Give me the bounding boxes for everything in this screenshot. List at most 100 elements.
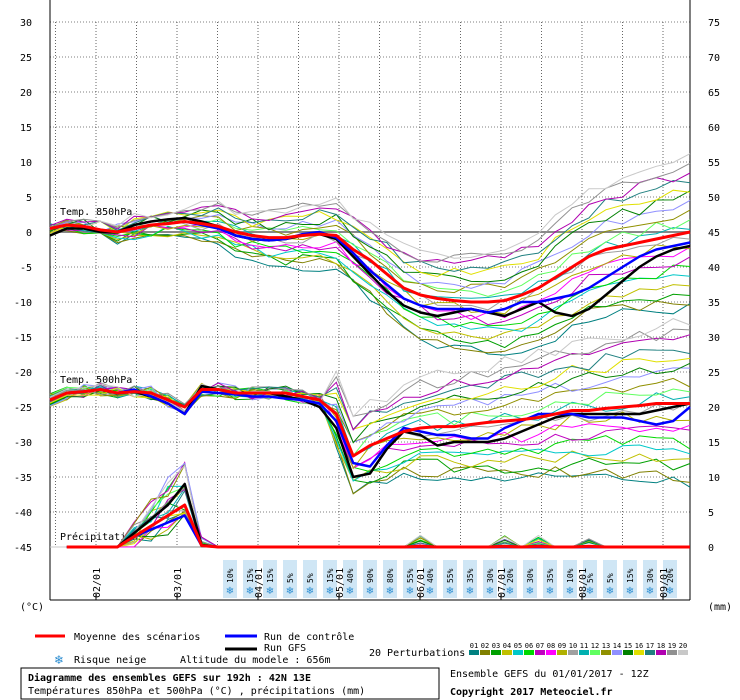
perturbation-13-t500 (49, 377, 691, 443)
perturbation-legend-swatch (645, 650, 655, 655)
snow-risk-value: 55% (446, 568, 455, 583)
perturbation-legend-label: 19 (668, 642, 676, 650)
perturbation-15-t500 (49, 362, 691, 444)
snow-risk-value: 10% (566, 568, 575, 583)
snow-risk-cell (663, 560, 677, 598)
t500-panel-label: Temp. 500hPa (60, 375, 132, 386)
snow-risk-cell (363, 560, 377, 598)
perturbation-legend-swatch (535, 650, 545, 655)
snowflake-icon: ❄ (246, 586, 254, 597)
snow-risk-cell (543, 560, 557, 598)
legend-snow-label: Risque neige (74, 655, 146, 666)
perturbation-legend-label: 04 (503, 642, 511, 650)
perturbation-legend-label: 03 (492, 642, 500, 650)
snowflake-icon: ❄ (306, 586, 314, 597)
t850-gfs-line (49, 216, 691, 318)
perturbation-06-t850 (49, 225, 691, 328)
left-tick-label: -45 (14, 543, 32, 554)
snowflake-icon: ❄ (646, 586, 654, 597)
perturbation-legend-swatch (678, 650, 688, 655)
snow-risk-value: 5% (606, 573, 615, 583)
snow-risk-value: 40% (426, 568, 435, 583)
perturbation-legend-label: 10 (569, 642, 577, 650)
snowflake-icon: ❄ (466, 586, 474, 597)
snow-risk-cell (503, 560, 517, 598)
legend-mean-label: Moyenne des scénarios (74, 631, 200, 643)
perturbation-legend-label: 08 (547, 642, 555, 650)
perturbation-legend-swatch (667, 650, 677, 655)
chart-title: Diagramme des ensembles GEFS sur 192h : … (28, 672, 311, 684)
t500-mean-line (49, 388, 690, 458)
snow-risk-cell (303, 560, 317, 598)
perturbation-legend-swatch (568, 650, 578, 655)
snow-risk-row: 10% ❄ 15% ❄ 15% ❄ 5% ❄ 5% ❄ 15% ❄ 40% ❄ 90% ❄ 80% ❄ 55% ❄ 40… (223, 560, 677, 598)
snow-risk-value: 5% (586, 573, 595, 583)
snowflake-icon: ❄ (546, 586, 554, 597)
perturbation-legend-swatch (590, 650, 600, 655)
snow-risk-cell (463, 560, 477, 598)
perturbation-legend-swatch (656, 650, 666, 655)
perturbation-15-t850 (49, 190, 691, 283)
left-tick-label: -10 (14, 298, 32, 309)
legend-perturbations-label: 20 Perturbations (369, 648, 465, 659)
perturbation-legend-label: 05 (514, 642, 522, 650)
right-tick-label: 0 (708, 543, 714, 554)
snowflake-icon: ❄ (506, 586, 514, 597)
snow-risk-cell (343, 560, 357, 598)
perturbation-legend-label: 09 (558, 642, 566, 650)
snow-risk-cell (563, 560, 577, 598)
x-tick-label: 07/01 (497, 568, 508, 598)
right-tick-label: 65 (708, 88, 720, 99)
perturbation-legend-swatch (634, 650, 644, 655)
snow-risk-cell (223, 560, 237, 598)
x-tick-label: 08/01 (578, 568, 589, 598)
right-tick-label: 60 (708, 123, 720, 134)
t850-panel-label: Temp. 850hPa (60, 207, 132, 218)
x-tick-label: 02/01 (92, 568, 103, 598)
snow-risk-value: 20% (506, 568, 515, 583)
left-tick-label: -35 (14, 473, 32, 484)
perturbation-legend-swatch (480, 650, 490, 655)
snow-risk-cell (443, 560, 457, 598)
perturbation-legend: 01 02 03 04 05 06 07 08 09 10 11 12 13 14 15 16 17 18 19 20 (469, 642, 688, 655)
snowflake-icon: ❄ (386, 586, 394, 597)
x-tick-label: 06/01 (416, 568, 427, 598)
perturbation-legend-swatch (524, 650, 534, 655)
snow-risk-cell (423, 560, 437, 598)
snow-risk-cell (523, 560, 537, 598)
right-tick-label: 10 (708, 473, 720, 484)
snow-risk-value: 80% (386, 568, 395, 583)
right-tick-label: 15 (708, 438, 720, 449)
perturbation-legend-swatch (601, 650, 611, 655)
snow-risk-cell (243, 560, 257, 598)
snow-risk-cell (283, 560, 297, 598)
legend-control-label: Run de contrôle (264, 631, 354, 643)
snowflake-icon: ❄ (586, 586, 594, 597)
left-tick-label: -40 (14, 508, 32, 519)
left-tick-label: -20 (14, 368, 32, 379)
snow-risk-value: 90% (366, 568, 375, 583)
snowflake-icon: ❄ (286, 586, 294, 597)
right-tick-label: 50 (708, 193, 720, 204)
snow-risk-cell (403, 560, 417, 598)
snow-risk-value: 20% (666, 568, 675, 583)
snow-risk-value: 15% (326, 568, 335, 583)
left-tick-label: -25 (14, 403, 32, 414)
right-tick-label: 25 (708, 368, 720, 379)
perturbation-legend-swatch (623, 650, 633, 655)
perturbation-legend-swatch (469, 650, 479, 655)
perturbation-legend-swatch (557, 650, 567, 655)
legend-altitude: Altitude du modele : 656m (180, 655, 331, 666)
perturbation-legend-label: 06 (525, 642, 533, 650)
perturbation-legend-label: 07 (536, 642, 544, 650)
perturbation-legend-label: 20 (679, 642, 687, 650)
right-tick-label: 55 (708, 158, 720, 169)
snowflake-icon: ❄ (326, 586, 334, 597)
right-tick-label: 45 (708, 228, 720, 239)
snowflake-icon: ❄ (526, 586, 534, 597)
perturbation-legend-label: 17 (646, 642, 654, 650)
snowflake-icon: ❄ (666, 586, 674, 597)
perturbation-legend-swatch (579, 650, 589, 655)
